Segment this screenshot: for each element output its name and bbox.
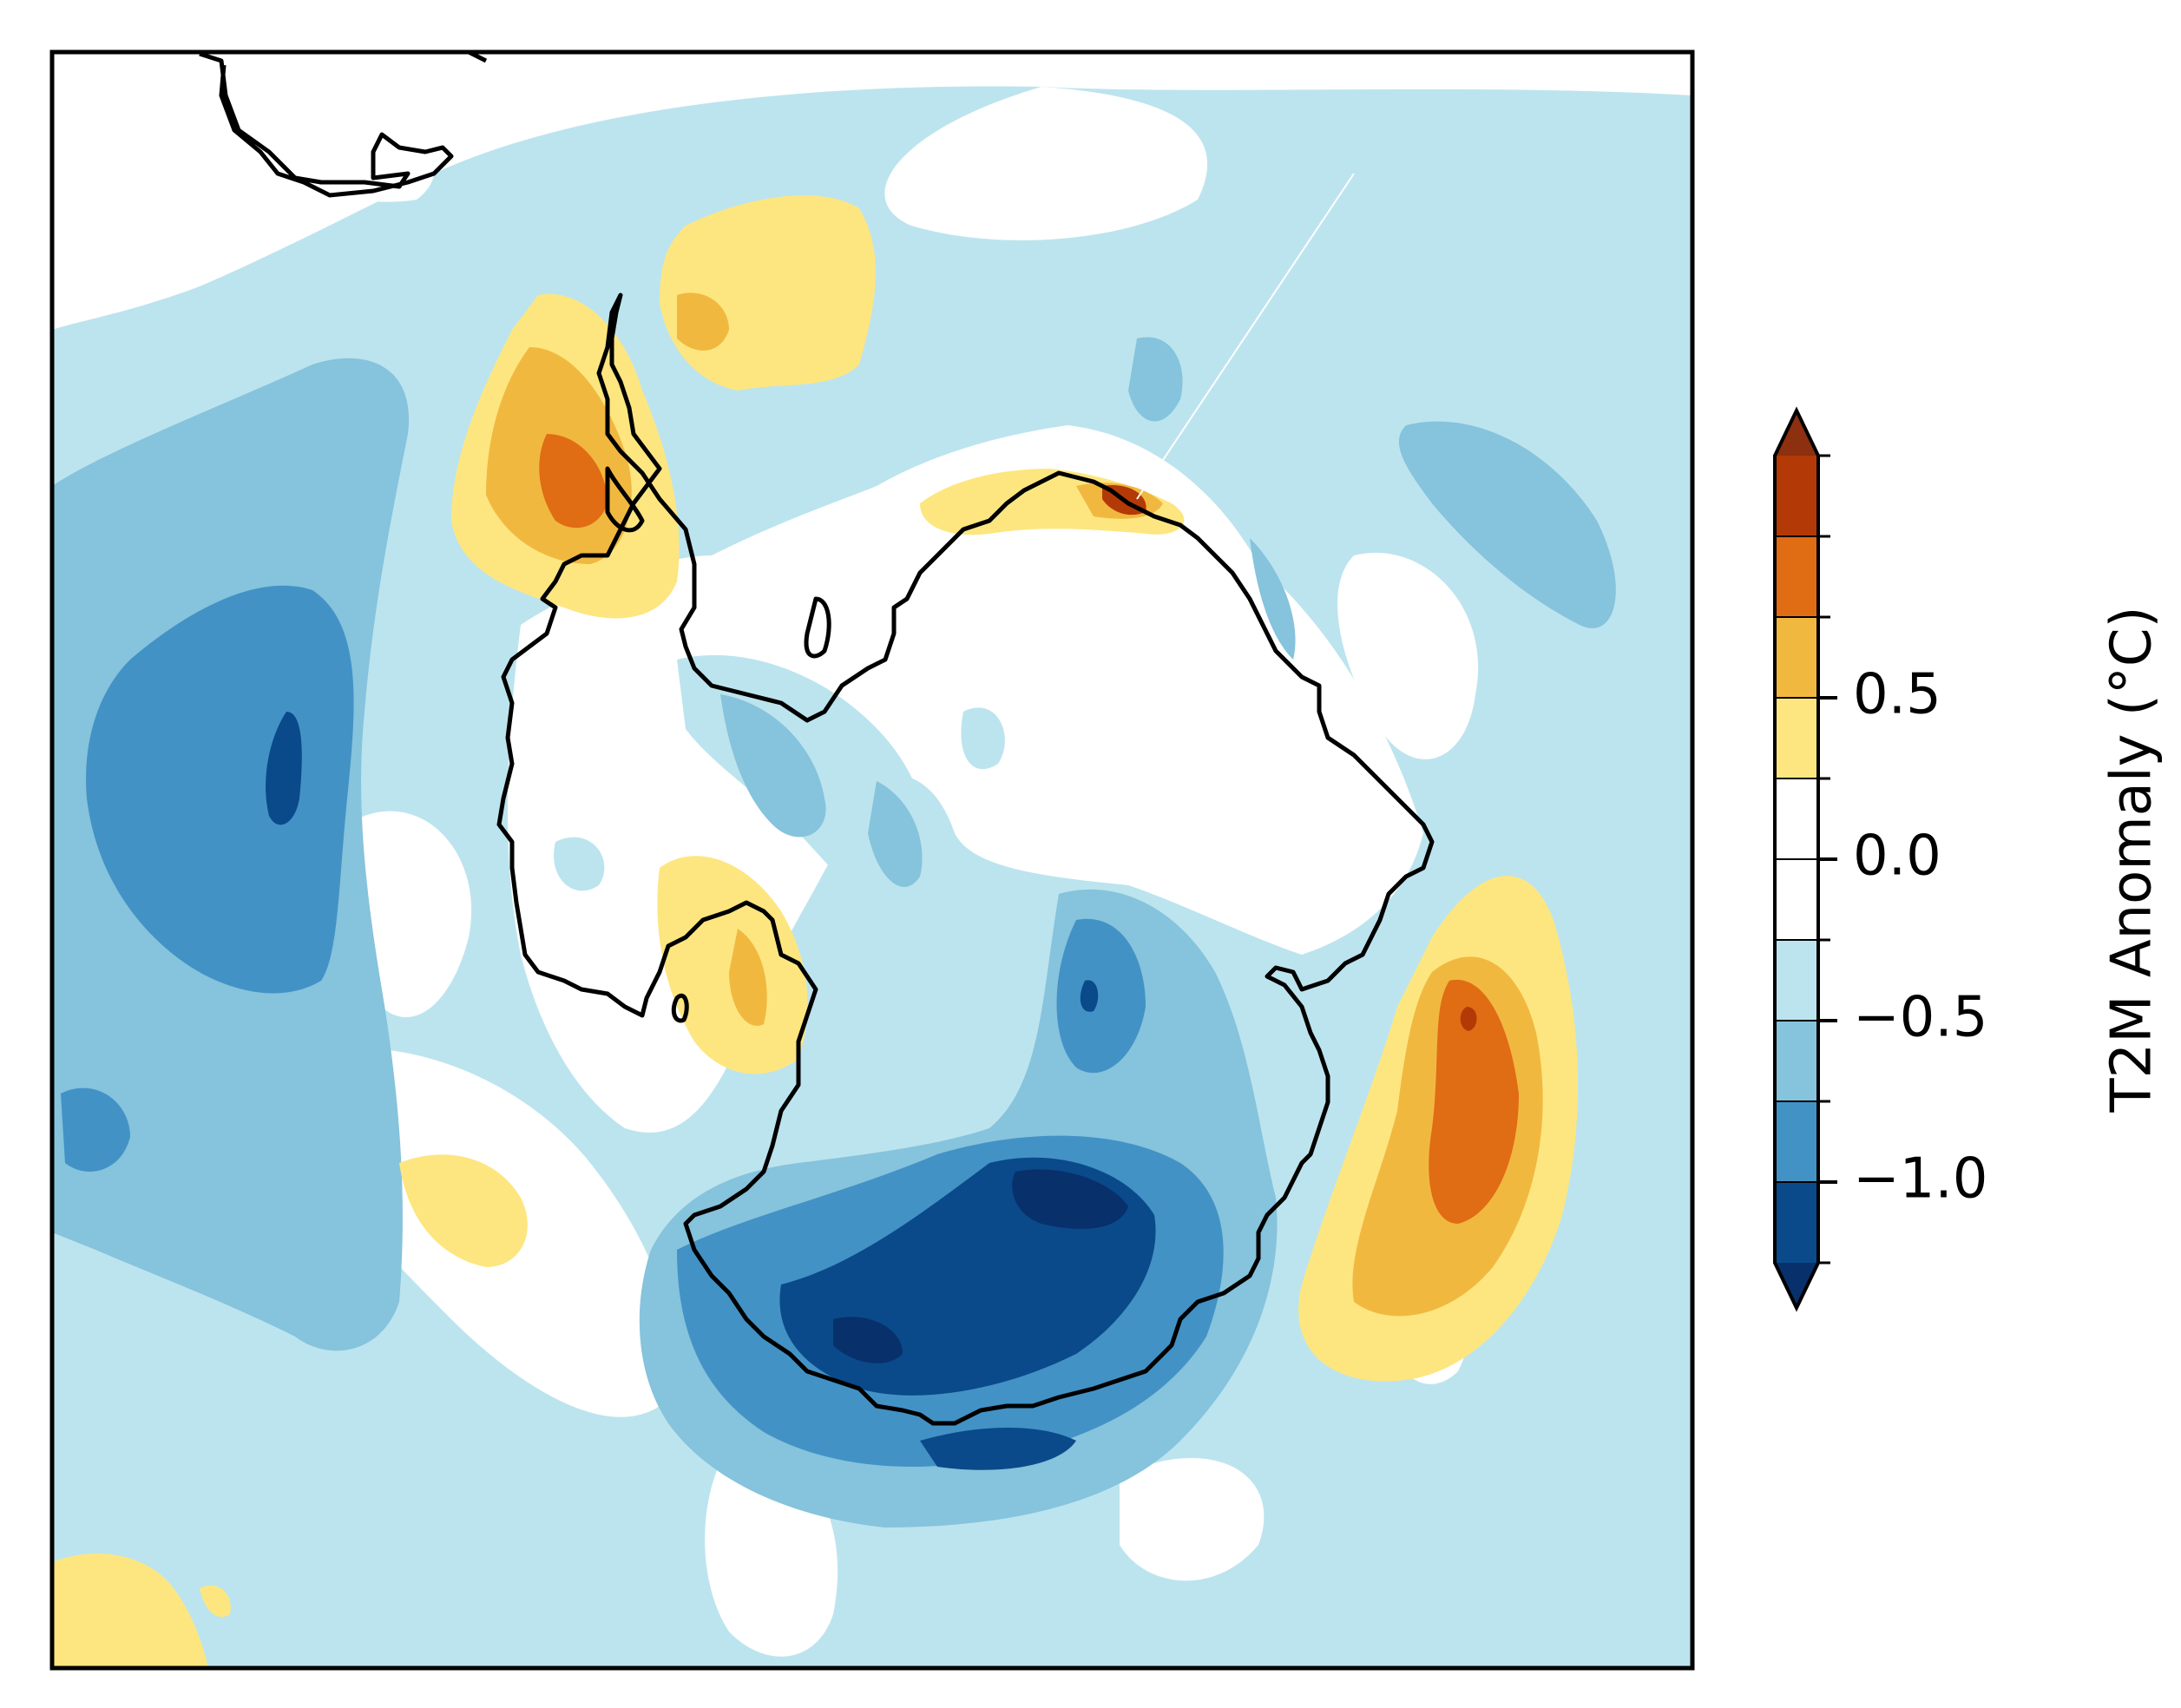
colorbar-tick-label: −1.0 xyxy=(1853,1147,1987,1212)
southwest-warm-patch xyxy=(399,1154,528,1267)
east-ocean-warm-anomaly xyxy=(1298,876,1579,1382)
colorbar-bin xyxy=(1775,778,1818,859)
colorbar-bin xyxy=(1775,1182,1818,1263)
colorbar-bin xyxy=(1775,698,1818,778)
colorbar-tick-label: −0.5 xyxy=(1853,986,1987,1050)
bottom-left-warm-patch xyxy=(52,1554,231,1668)
map-panel xyxy=(52,52,1692,1668)
coastlines xyxy=(199,52,1435,1426)
colorbar-label: T2M Anomaly (°C) xyxy=(2100,606,2165,1113)
colorbar-bin xyxy=(1775,1101,1818,1182)
weddell-north-warm-anomaly xyxy=(660,195,876,391)
northeast-ocean-cold-anomaly xyxy=(1128,337,1616,660)
continent-medium-blue xyxy=(720,694,923,887)
map-frame xyxy=(49,49,1695,1671)
south-cold-anomaly xyxy=(639,889,1278,1527)
colorbar-tick-label: 0.5 xyxy=(1853,663,1941,727)
colorbar-bin xyxy=(1775,617,1818,698)
colorbar-bin xyxy=(1775,859,1818,940)
south-america-coastline xyxy=(199,52,454,198)
antarctica-coastline xyxy=(496,292,1435,1426)
artifact-line xyxy=(1136,173,1355,500)
peninsula-warm-anomaly xyxy=(451,293,680,619)
colorbar-bin xyxy=(1775,536,1818,617)
colorbar-bin xyxy=(1775,940,1818,1021)
inner-warm-anomaly xyxy=(657,856,808,1074)
colorbar-extend-over xyxy=(1775,411,1818,456)
colorbar: 0.5 0.0 −0.5 −1.0 xyxy=(1773,406,1987,1312)
west-ocean-cold-anomaly xyxy=(52,358,410,1351)
colorbar-bin xyxy=(1775,456,1818,536)
colorbar-bin xyxy=(1775,1021,1818,1101)
colorbar-tick-label: 0.0 xyxy=(1853,824,1941,889)
colorbar-extend-under xyxy=(1775,1263,1818,1308)
